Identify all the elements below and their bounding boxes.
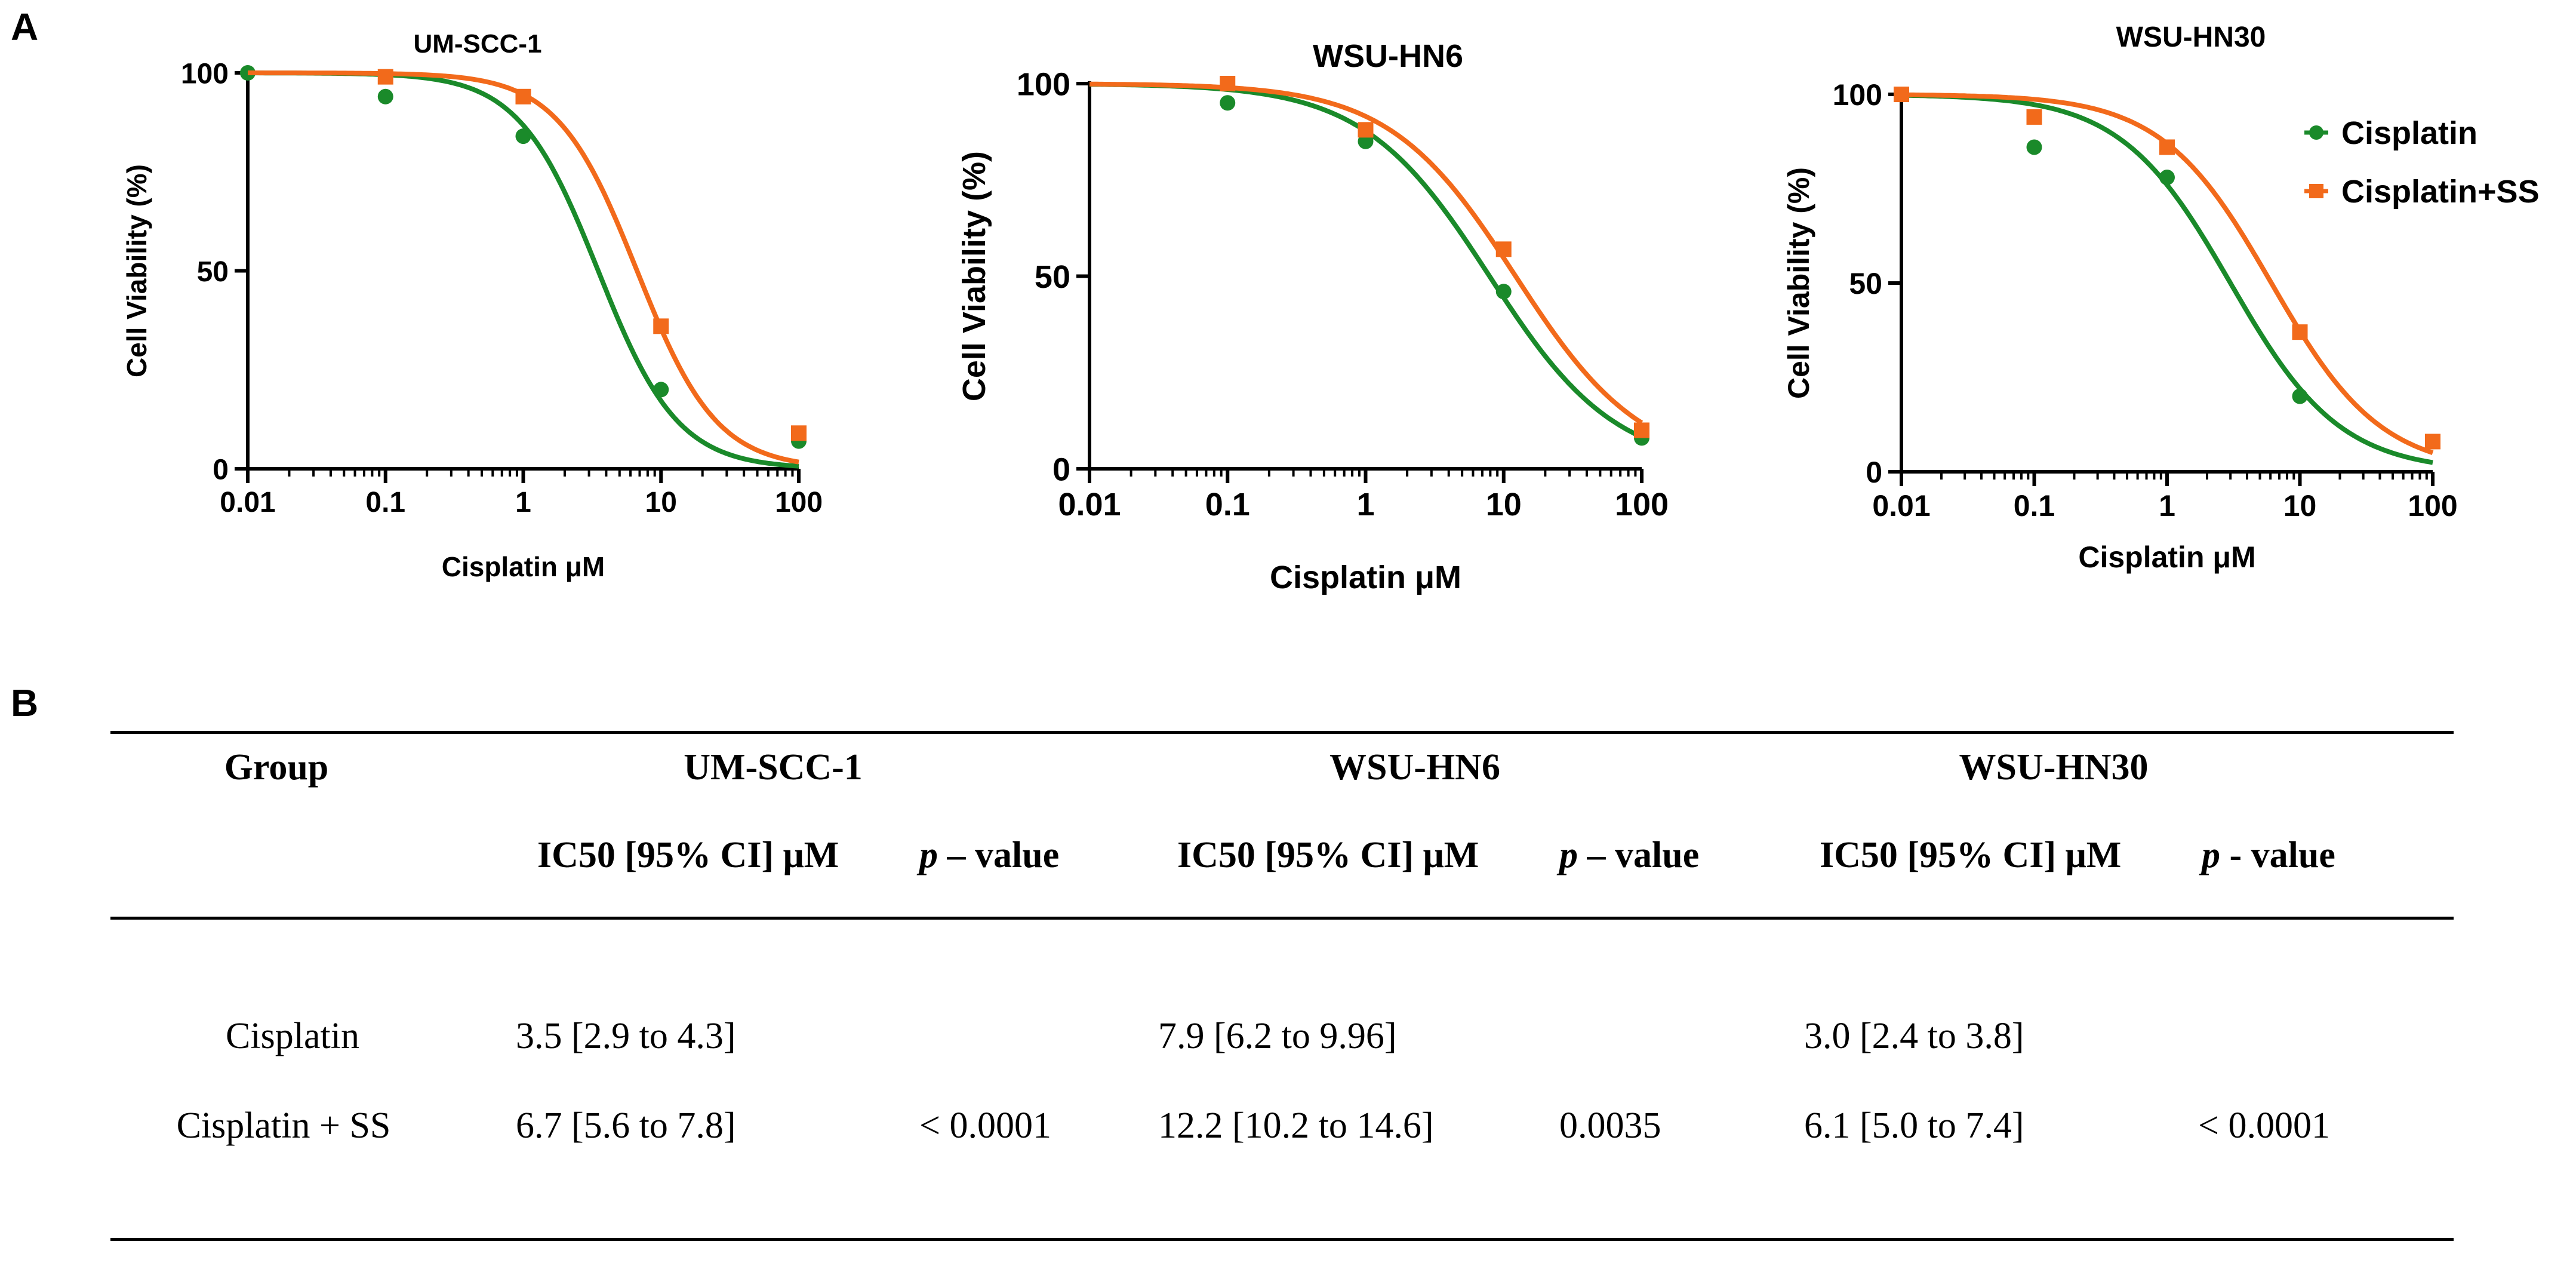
chart-3-y-tick-label-1: 50 — [1849, 267, 1882, 300]
p-value-header-2: p – value — [1559, 834, 1699, 877]
line-header-wsu-hn30: WSU-HN30 — [1959, 747, 2149, 788]
cell-hn6-ic50-ss: 12.2 [10.2 to 14.6] — [1158, 1105, 1434, 1146]
legend-label-cisplatin: Cisplatin — [2341, 115, 2477, 151]
chart-1-y-tick-label-0: 0 — [213, 454, 229, 485]
chart-1-y-tick-label-1: 50 — [197, 256, 229, 288]
chart-1-cisplatin-point-1 — [377, 88, 393, 105]
chart-2-y-tick-label-0: 0 — [1052, 451, 1070, 487]
chart-2-x-tick-label-3: 10 — [1486, 487, 1522, 523]
chart-2-y-tick-label-2: 100 — [1017, 66, 1070, 102]
chart-3-y-axis-label: Cell Viability (%) — [1782, 167, 1815, 399]
chart-2-cisplatin-ss-point-3 — [1634, 422, 1649, 438]
p-suffix-2: – value — [1578, 835, 1700, 875]
chart-1-x-tick-label-3: 10 — [645, 487, 677, 518]
chart-3-x-tick-label-1: 0.1 — [2014, 489, 2055, 523]
chart-1-title: UM-SCC-1 — [413, 29, 541, 59]
ic50-header-3: IC50 [95% CI] μM — [1820, 835, 2122, 875]
line-header-wsu-hn6: WSU-HN6 — [1329, 747, 1500, 788]
chart-2-cisplatin-ss-point-2 — [1495, 241, 1512, 257]
cell-hn6-ic50-cisplatin: 7.9 [6.2 to 9.96] — [1158, 1016, 1397, 1056]
chart-3-cisplatin-point-3 — [2292, 388, 2308, 404]
p-suffix-3: - value — [2220, 835, 2335, 875]
cell-umscc1-ic50-ss: 6.7 [5.6 to 7.8] — [516, 1105, 736, 1146]
chart-2-x-axis-label: Cisplatin μM — [1270, 560, 1461, 595]
chart-3-cisplatin-point-1 — [2026, 139, 2042, 155]
chart-1-x-tick-label-4: 100 — [775, 487, 823, 518]
chart-2-x-tick-label-1: 0.1 — [1205, 487, 1250, 523]
chart-3-x-tick-label-0: 0.01 — [1872, 489, 1930, 523]
chart-3-title: WSU-HN30 — [2116, 21, 2266, 53]
chart-3-cisplatin-ss-point-1 — [2026, 109, 2042, 125]
chart-1-cisplatin-ss-point-0 — [377, 69, 393, 85]
chart-2-y-axis-label: Cell Viability (%) — [956, 151, 992, 401]
line-header-um-scc-1: UM-SCC-1 — [684, 747, 863, 788]
chart-3-x-tick-label-2: 1 — [2159, 489, 2175, 523]
chart-2-title: WSU-HN6 — [1313, 38, 1463, 74]
row-group-cisplatin: Cisplatin — [226, 1016, 359, 1056]
chart-3-x-tick-label-3: 10 — [2283, 489, 2317, 523]
p-italic-3: p — [2202, 835, 2220, 875]
chart-3-x-tick-label-4: 100 — [2408, 489, 2457, 523]
cell-umscc1-ic50-cisplatin: 3.5 [2.9 to 4.3] — [516, 1016, 736, 1056]
chart-3-x-axis-label: Cisplatin μM — [2078, 540, 2255, 574]
chart-2-cisplatin-ss-point-1 — [1358, 122, 1374, 138]
chart-1-cisplatin-ss-point-3 — [791, 425, 807, 441]
chart-3-cisplatin-ss-point-2 — [2159, 139, 2175, 155]
chart-1-y-axis-label: Cell Viability (%) — [121, 164, 152, 377]
chart-1-cisplatin-ss-point-1 — [515, 88, 531, 105]
panel-label-a: A — [11, 5, 39, 48]
p-suffix-1: – value — [938, 835, 1060, 875]
chart-2-cisplatin-ss-point-0 — [1220, 76, 1236, 91]
cell-umscc1-p-ss: < 0.0001 — [919, 1105, 1051, 1146]
ic50-table: Group UM-SCC-1 WSU-HN6 WSU-HN30 IC50 [95… — [0, 705, 2576, 1263]
legend-marker-cisplatin — [2309, 125, 2323, 140]
chart-2-x-tick-label-2: 1 — [1356, 487, 1374, 523]
chart-2-x-tick-label-4: 100 — [1615, 487, 1669, 523]
chart-3-cisplatin-ss-point-0 — [1894, 87, 1909, 102]
chart-1-x-tick-label-1: 0.1 — [365, 487, 405, 518]
chart-2-curve-cisplatin-ss — [1090, 81, 1644, 425]
legend-label-cisplatin-ss: Cisplatin+SS — [2341, 174, 2540, 210]
p-value-header-3: p - value — [2202, 834, 2335, 877]
chart-1-cisplatin-point-2 — [515, 128, 531, 145]
chart-3-y-tick-label-0: 0 — [1866, 456, 1882, 489]
group-header: Group — [224, 747, 329, 788]
chart-1-x-axis-label: Cisplatin μM — [442, 551, 605, 582]
panel-label-b: B — [11, 681, 39, 724]
chart-1-x-tick-label-0: 0.01 — [220, 487, 275, 518]
cell-hn30-p-ss: < 0.0001 — [2198, 1105, 2330, 1146]
chart-2-x-tick-label-0: 0.01 — [1058, 487, 1121, 523]
p-italic-1: p — [919, 835, 938, 875]
chart-2-cisplatin-point-2 — [1495, 284, 1512, 300]
chart-2-cisplatin-point-0 — [1220, 95, 1236, 111]
chart-3-cisplatin-ss-point-4 — [2425, 434, 2440, 450]
cell-hn30-ic50-ss: 6.1 [5.0 to 7.4] — [1804, 1105, 2024, 1146]
legend-marker-cisplatin-ss — [2309, 184, 2323, 198]
dose-response-charts: UM-SCC-1 0 50 100 0.01 0.1 1 10 100 Cisplatin μM C… — [121, 21, 2540, 595]
chart-3-y-tick-label-2: 100 — [1833, 78, 1882, 112]
chart-1-cisplatin-ss-point-2 — [653, 318, 669, 334]
chart-2-y-tick-label-1: 50 — [1035, 259, 1070, 295]
chart-3-cisplatin-point-2 — [2159, 170, 2175, 186]
cell-hn30-ic50-cisplatin: 3.0 [2.4 to 3.8] — [1804, 1016, 2024, 1056]
p-value-header-1: p – value — [919, 834, 1059, 877]
cell-hn6-p-ss: 0.0035 — [1559, 1105, 1661, 1146]
table-mid-rule — [110, 917, 2454, 920]
row-group-cisplatin-ss: Cisplatin + SS — [176, 1105, 391, 1146]
ic50-header-1: IC50 [95% CI] μM — [537, 835, 839, 875]
ic50-header-2: IC50 [95% CI] μM — [1177, 835, 1479, 875]
table-bottom-rule — [110, 1238, 2454, 1241]
table-top-rule — [110, 731, 2454, 734]
chart-1-x-tick-label-2: 1 — [515, 487, 531, 518]
chart-1-cisplatin-point-3 — [653, 382, 669, 398]
chart-3-cisplatin-ss-point-3 — [2292, 324, 2308, 340]
p-italic-2: p — [1559, 835, 1578, 875]
chart-1-y-tick-label-2: 100 — [181, 58, 229, 90]
